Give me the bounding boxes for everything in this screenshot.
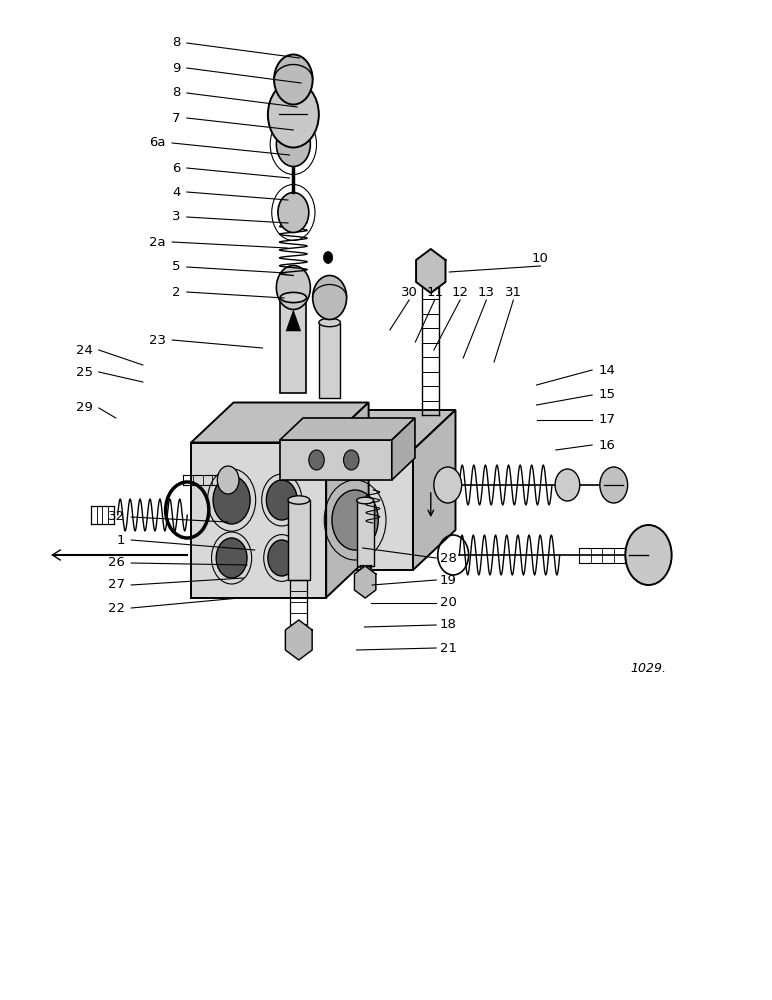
Circle shape <box>268 81 319 147</box>
Circle shape <box>434 467 462 503</box>
Circle shape <box>555 469 580 501</box>
Text: 13: 13 <box>478 286 495 298</box>
Text: 11: 11 <box>426 286 443 298</box>
Text: 1029.: 1029. <box>631 662 666 675</box>
Text: 25: 25 <box>76 365 93 378</box>
Text: 7: 7 <box>172 111 181 124</box>
Polygon shape <box>191 402 368 442</box>
Text: 1: 1 <box>117 534 125 546</box>
Circle shape <box>313 275 347 320</box>
Circle shape <box>268 540 296 576</box>
Polygon shape <box>279 418 415 440</box>
Circle shape <box>276 265 310 310</box>
Text: 24: 24 <box>76 344 93 357</box>
Circle shape <box>274 54 313 104</box>
Text: 20: 20 <box>440 596 457 609</box>
Text: 2: 2 <box>172 286 181 298</box>
Text: 2a: 2a <box>149 235 166 248</box>
Text: 3: 3 <box>172 211 181 224</box>
Circle shape <box>216 538 247 578</box>
Text: 10: 10 <box>532 251 549 264</box>
Text: 4: 4 <box>172 186 181 198</box>
Circle shape <box>600 467 628 503</box>
Text: 15: 15 <box>598 388 615 401</box>
Ellipse shape <box>288 496 310 504</box>
Polygon shape <box>191 442 326 598</box>
Polygon shape <box>279 440 391 480</box>
Text: 12: 12 <box>452 286 469 298</box>
Polygon shape <box>354 566 376 598</box>
Bar <box>288 500 310 580</box>
Bar <box>280 298 306 392</box>
Text: 19: 19 <box>440 573 457 586</box>
Text: 6: 6 <box>172 161 181 174</box>
Polygon shape <box>286 620 312 660</box>
Text: 28: 28 <box>440 552 457 564</box>
Text: 21: 21 <box>440 642 457 654</box>
Text: 17: 17 <box>598 413 615 426</box>
Text: 8: 8 <box>172 87 181 100</box>
Text: 5: 5 <box>172 260 181 273</box>
Polygon shape <box>326 402 368 598</box>
Circle shape <box>309 450 324 470</box>
Text: 30: 30 <box>401 286 418 298</box>
Text: 14: 14 <box>598 363 615 376</box>
Text: 23: 23 <box>149 334 166 347</box>
Bar <box>319 322 340 397</box>
Circle shape <box>218 466 239 494</box>
Polygon shape <box>413 410 455 570</box>
Ellipse shape <box>357 497 374 504</box>
Text: 29: 29 <box>76 401 93 414</box>
Circle shape <box>625 525 672 585</box>
Text: 22: 22 <box>108 601 125 614</box>
Polygon shape <box>416 249 445 293</box>
Text: 31: 31 <box>505 286 522 298</box>
Circle shape <box>332 490 378 550</box>
Circle shape <box>213 476 250 524</box>
Text: 26: 26 <box>108 556 125 569</box>
Polygon shape <box>286 309 301 331</box>
Bar <box>357 500 374 566</box>
Polygon shape <box>313 450 413 570</box>
Text: 18: 18 <box>440 618 457 632</box>
Circle shape <box>323 251 333 263</box>
Text: 16: 16 <box>598 439 615 452</box>
Ellipse shape <box>319 318 340 327</box>
Text: 9: 9 <box>172 62 181 75</box>
Circle shape <box>344 450 359 470</box>
Text: 8: 8 <box>172 36 181 49</box>
Circle shape <box>276 122 310 166</box>
Ellipse shape <box>280 292 306 303</box>
Polygon shape <box>391 418 415 480</box>
Text: 6a: 6a <box>150 136 166 149</box>
Polygon shape <box>313 410 455 450</box>
Circle shape <box>266 480 297 520</box>
Text: 27: 27 <box>108 578 125 591</box>
Text: 32: 32 <box>108 510 125 524</box>
Circle shape <box>278 192 309 232</box>
